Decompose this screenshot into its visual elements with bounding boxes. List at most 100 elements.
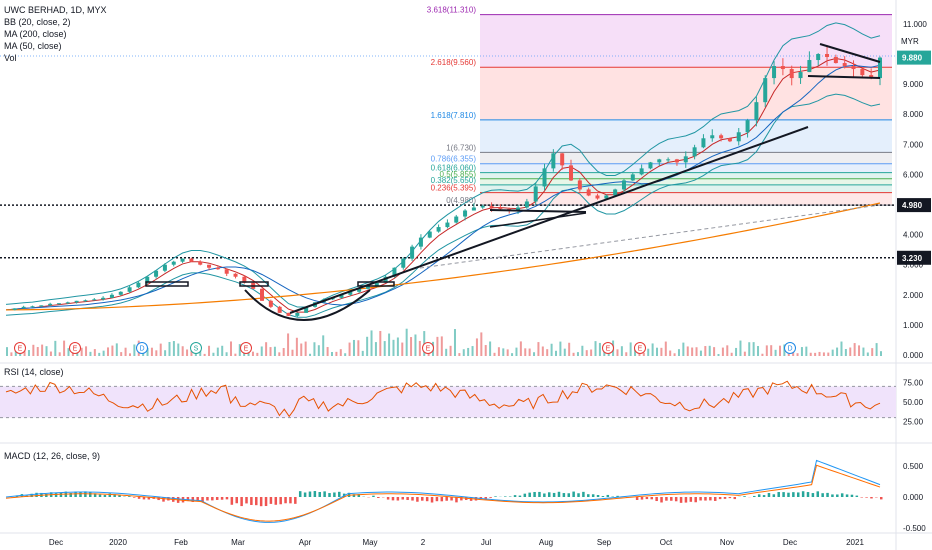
handle-box [239,281,269,287]
price-axis: 0.0001.0002.0003.0004.0005.0006.0007.000… [903,20,928,360]
volume-bar [317,345,320,356]
legend-vol[interactable]: Vol [4,53,17,63]
rsi-series: 25.00 50.00 75.00 [0,379,924,427]
candle-body [860,69,865,76]
volume-bar [352,339,355,356]
macd-hist-bar [709,497,712,501]
candle-body [171,261,176,265]
price-tag-bg [897,198,931,213]
macd-hist-bar [313,491,317,497]
volume-bar [568,342,571,356]
macd-tick: 0.500 [903,462,924,471]
volume-bar [190,350,193,356]
volume-bar [41,344,44,356]
volume-bar [739,340,742,356]
candle-body [524,201,529,208]
volume-bar [533,352,536,356]
volume-bar [216,347,219,356]
volume-bar [414,334,417,356]
volume-bar [357,340,360,356]
volume-bar [370,330,373,356]
rsi-band [0,386,896,418]
candle-body [445,222,450,228]
candle-body [780,66,785,70]
legend-ma50[interactable]: MA (50, close) [4,41,62,51]
cup-arc [244,289,371,321]
handle-box [145,281,189,287]
volume-bar [563,348,566,356]
event-label: S [194,346,199,353]
macd-hist-bar [796,492,800,497]
volume-bar [502,348,505,356]
candle-body [215,267,220,270]
volume-bar [858,345,861,356]
volume-bar [278,352,281,356]
event-marker [422,342,434,354]
volume-bar [713,347,716,356]
trend-line [489,212,587,228]
fib-label: 0(4.980) [446,196,476,205]
volume-bar [761,353,764,356]
volume-bar [339,349,342,356]
legend-ma200[interactable]: MA (200, close) [4,29,67,39]
fib-zone [480,184,892,193]
macd-hist-bar [836,494,839,497]
volume-bar [497,347,500,356]
macd-hist-bar [772,494,776,497]
volume-bar [875,343,878,356]
fib-label: 0.236(5.395) [431,184,477,193]
volume-bar [150,347,153,356]
macd-hist-bar [303,492,307,497]
volume-bar [186,349,189,356]
macd-pane[interactable] [0,444,896,532]
candle-body [339,294,344,298]
macd-label[interactable]: MACD (12, 26, close, 9) [4,451,101,461]
volume-bar [54,340,57,356]
volume-bar [93,349,96,356]
macd-hist-bar [264,497,268,507]
macd-hist-bar [406,497,409,501]
macd-hist-bar [69,492,72,497]
volume-bar [177,343,180,356]
volume-bar [10,352,13,356]
candle-body [118,291,123,295]
volume-bar [128,353,131,356]
volume-bar [506,349,509,356]
volume-bar [335,351,338,356]
price-tag-text: 4.980 [902,201,923,210]
volume-bar [458,353,461,356]
candle-body [719,135,724,139]
macd-hist-bar [206,497,209,501]
macd-hist-bar [572,491,575,497]
candle-body [295,312,300,316]
volume-bar [603,350,606,356]
volume-bar [862,347,865,356]
candle-body [268,300,273,307]
event-label: D [139,346,144,353]
macd-hist-bar [855,495,859,497]
macd-hist-bar [831,494,834,497]
rsi-label[interactable]: RSI (14, close) [4,367,64,377]
candle-body [127,287,132,292]
volume-bar [629,342,632,356]
macd-hist-bar [484,497,488,499]
macd-hist-bar [240,497,243,507]
volume-bar [537,342,540,356]
volume-bar [840,341,843,356]
candle-body [392,267,397,277]
macd-hist-bar [601,496,605,497]
candle-body [454,216,459,223]
volume-bar [616,349,619,356]
macd-hist-bar [811,493,815,497]
legend-bb[interactable]: BB (20, close, 2) [4,17,71,27]
macd-hist-bar [255,497,258,506]
macd-hist-bar [59,492,63,497]
macd-hist-bar [684,497,688,503]
volume-bar [686,346,689,356]
volume-bar [260,346,263,356]
time-tick: Sep [597,538,612,547]
macd-hist-bar [587,494,590,497]
volume-bar [344,353,347,356]
volume-bar [295,337,298,356]
